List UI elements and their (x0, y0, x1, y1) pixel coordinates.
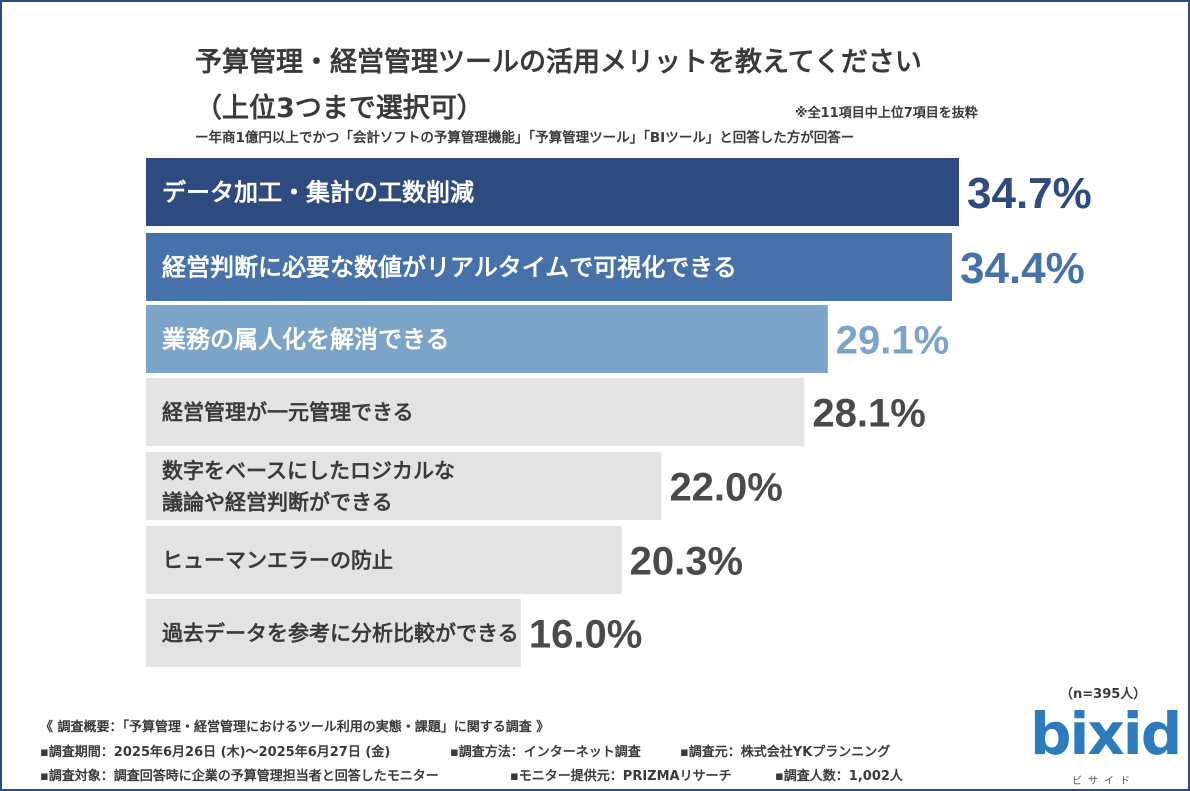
value-label-5: 22.0% (669, 465, 782, 509)
value-label-6: 20.3% (630, 539, 743, 583)
value-label-3: 29.1% (836, 318, 949, 362)
value-label-2: 34.4% (960, 244, 1085, 293)
survey-row-1: ▪調査期間：2025年6月26日 (木)〜2025年6月27日 (金) ▪調査方法… (40, 741, 890, 760)
survey-overview: 《 調査概要：「予算管理・経営管理におけるツール利用の実態・課題」に関する調査 … (40, 720, 550, 735)
survey-provider: ▪モニター提供元：PRIZMAリサーチ (510, 769, 732, 784)
bar-4 (146, 378, 805, 446)
category-label-4: 経営管理が一元管理できる (162, 401, 414, 425)
sample-size: （n=395人） (1060, 687, 1147, 702)
value-label-7: 16.0% (529, 612, 642, 656)
category-label-3: 業務の属人化を解消できる (162, 326, 450, 354)
value-label-4: 28.1% (812, 391, 925, 435)
survey-source: ▪調査元：株式会社YKプランニング (680, 745, 891, 760)
survey-count: ▪調査人数：1,002人 (775, 769, 903, 784)
category-label-1: データ加工・集計の工数削減 (162, 179, 474, 207)
bar-6 (146, 526, 622, 594)
logo-wordmark: bixid (1030, 700, 1182, 768)
bar-2 (146, 233, 952, 301)
bar-3 (146, 305, 828, 373)
chart-title: 予算管理・経営管理ツールの活用メリットを教えてください (195, 47, 922, 78)
bar-7 (146, 599, 521, 667)
chart-title-line2: （上位3つまで選択可） (195, 93, 484, 124)
excerpt-note: ※全11項目中上位7項目を抜粋 (795, 106, 978, 121)
survey-period: ▪調査期間：2025年6月26日 (木)〜2025年6月27日 (金) (40, 745, 391, 760)
category-label-2: 経営判断に必要な数値がリアルタイムで可視化できる (162, 254, 737, 282)
survey-target: ▪調査対象：調査回答時に企業の予算管理担当者と回答したモニター (40, 769, 439, 784)
value-label-1: 34.7% (967, 169, 1092, 218)
survey-row-2: ▪調査対象：調査回答時に企業の予算管理担当者と回答したモニター ▪モニター提供元：… (40, 765, 903, 784)
logo-kana: ビサイド (1072, 776, 1136, 787)
chart-subtitle: ー年商1億円以上でかつ「会計ソフトの予算管理機能」「予算管理ツール」「BIツール… (195, 130, 855, 146)
category-label-6: ヒューマンエラーの防止 (162, 549, 393, 573)
survey-method: ▪調査方法：インターネット調査 (450, 745, 641, 760)
category-label-7: 過去データを参考に分析比較ができる (162, 622, 519, 646)
bar-1 (146, 158, 959, 226)
category-label-5: 数字をベースにしたロジカルな議論や経営判断ができる (162, 459, 455, 515)
bar-5 (146, 452, 662, 520)
bixid-logo: bixid ビサイド (1030, 700, 1182, 790)
